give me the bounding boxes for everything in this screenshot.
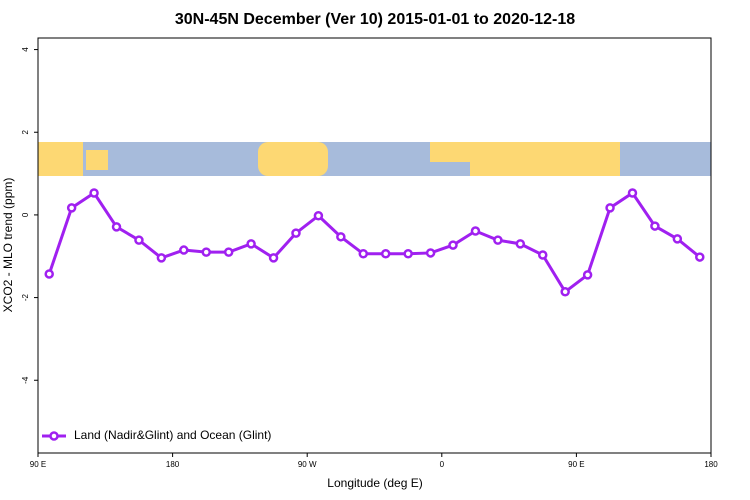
- y-tick-label: 0: [21, 212, 30, 217]
- point: [695, 252, 705, 262]
- y-tick-label: 2: [21, 129, 30, 134]
- y-tick-label: -2: [21, 293, 30, 301]
- x-tick-label: 90 E: [568, 460, 584, 469]
- x-tick-label: 0: [440, 460, 445, 469]
- point: [538, 250, 548, 260]
- x-tick-label: 90 E: [30, 460, 46, 469]
- x-tick-label: 180: [704, 460, 718, 469]
- point: [448, 240, 458, 250]
- point: [425, 248, 436, 258]
- point: [380, 249, 391, 259]
- point: [268, 253, 279, 263]
- point: [179, 245, 189, 255]
- y-tick-label: -4: [21, 376, 30, 384]
- y-tick-label: 4: [21, 47, 30, 52]
- point: [403, 249, 413, 259]
- plot-frame: [37, 37, 712, 454]
- point: [156, 253, 167, 263]
- legend-marker: [49, 431, 59, 441]
- point: [246, 239, 256, 249]
- chart-title: 30N-45N December (Ver 10) 2015-01-01 to …: [175, 11, 575, 28]
- point: [493, 235, 503, 245]
- point: [560, 287, 570, 297]
- point: [515, 239, 526, 249]
- point: [358, 249, 369, 259]
- series-line: [47, 190, 701, 294]
- x-tick-label: 180: [166, 460, 180, 469]
- point: [291, 228, 301, 238]
- point: [44, 269, 54, 279]
- point: [134, 235, 144, 245]
- point: [89, 188, 99, 198]
- point: [313, 210, 324, 221]
- point: [223, 247, 234, 257]
- point: [66, 203, 77, 213]
- x-axis-label: Longitude (deg E): [327, 476, 422, 490]
- x-tick-label: 90 W: [298, 460, 317, 469]
- legend-label: Land (Nadir&Glint) and Ocean (Glint): [74, 428, 271, 442]
- point: [582, 270, 593, 280]
- y-axis-label: XCO2 - MLO trend (ppm): [1, 178, 15, 313]
- point: [650, 221, 660, 231]
- point: [605, 203, 615, 213]
- map-strip: [38, 142, 711, 176]
- point: [672, 234, 683, 244]
- point: [470, 226, 481, 236]
- point: [111, 222, 122, 232]
- point: [201, 247, 211, 257]
- point: [336, 232, 346, 242]
- point: [627, 188, 638, 198]
